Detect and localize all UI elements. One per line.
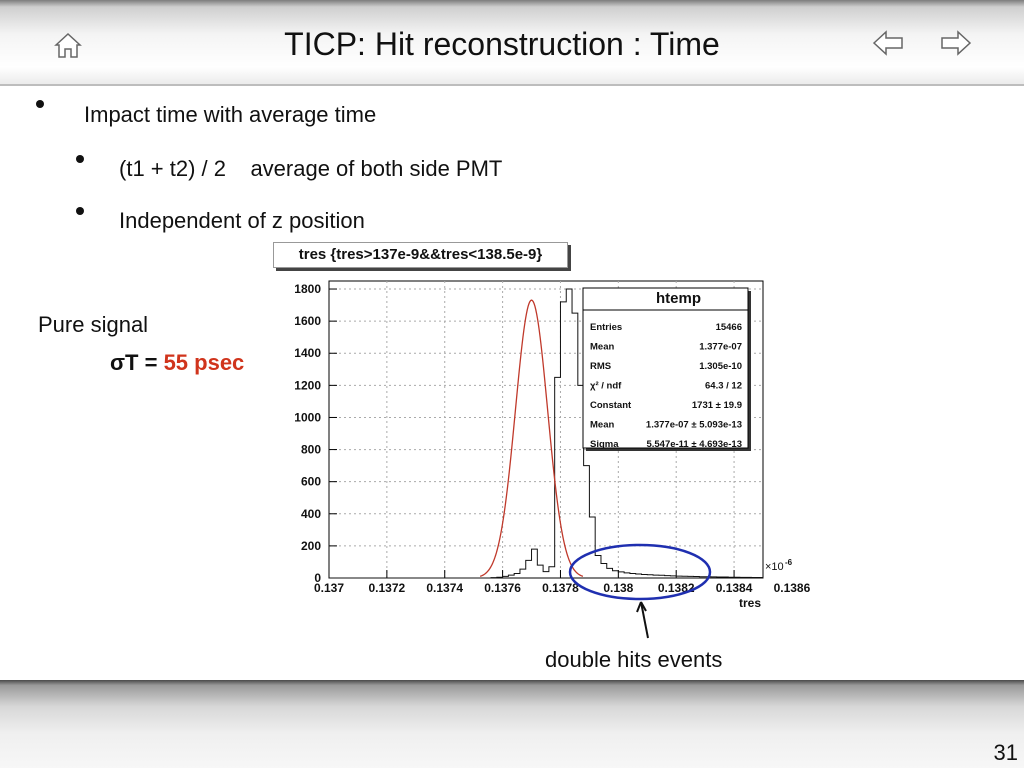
- x-tick-label: 0.1386: [774, 581, 811, 595]
- histogram-title: tres {tres>137e-9&&tres<138.5e-9}: [273, 242, 568, 268]
- x-axis-label: tres: [739, 596, 761, 610]
- y-tick-label: 1600: [294, 314, 321, 328]
- next-arrow-icon[interactable]: [940, 30, 972, 56]
- y-tick-label: 200: [301, 539, 321, 553]
- x-exponent-power: -6: [785, 558, 793, 567]
- bullet-dot: [76, 155, 84, 163]
- stats-row-value: 1.377e-07: [699, 342, 742, 353]
- bullet-dot: [36, 100, 44, 108]
- slide-title: TICP: Hit reconstruction : Time: [284, 26, 720, 62]
- y-tick-label: 800: [301, 443, 321, 457]
- stats-box-title: htemp: [656, 290, 701, 307]
- bullet-dot: [76, 207, 84, 215]
- stats-row-label: χ² / ndf: [590, 381, 622, 392]
- stats-row-label: Entries: [590, 322, 622, 333]
- stats-row-label: Mean: [590, 420, 614, 431]
- footer-bar: 31: [0, 680, 1024, 768]
- histogram-chart: 0 200 400 600 800 1000 1200 1400 1600 1800 0.137 0.…: [294, 280, 811, 610]
- x-tick-label: 0.1378: [542, 581, 579, 595]
- stats-row-label: RMS: [590, 361, 611, 372]
- header-rule: [0, 84, 1024, 86]
- histogram-panel: 0 200 400 600 800 1000 1200 1400 1600 1800 0.137 0.…: [268, 276, 817, 614]
- y-tick-label: 1000: [294, 410, 321, 424]
- gaussian-fit-series: [479, 299, 584, 577]
- pure-signal-label: Pure signal: [38, 312, 149, 337]
- x-tick-label: 0.1384: [716, 581, 753, 595]
- stats-row-label: Sigma: [590, 439, 619, 450]
- bullet-average-formula: (t1 + t2) / 2 average of both side PMT: [119, 156, 503, 181]
- stats-row-value: 1.377e-07 ± 5.093e-13: [646, 420, 742, 431]
- x-tick-label: 0.1374: [426, 581, 463, 595]
- prev-arrow-icon[interactable]: [872, 30, 904, 56]
- bullet-independent-z: Independent of z position: [119, 208, 365, 233]
- stats-row-value: 15466: [716, 322, 742, 333]
- header-bar: TICP: Hit reconstruction : Time: [0, 0, 1024, 86]
- page-number: 31: [993, 740, 1018, 765]
- y-tick-label: 0: [314, 571, 321, 585]
- x-tick-label: 0.1372: [369, 581, 406, 595]
- sigma-value: 55 psec: [163, 350, 245, 375]
- stats-row-label: Mean: [590, 342, 614, 353]
- y-tick-label: 1800: [294, 282, 321, 296]
- x-tick-label: 0.137: [314, 581, 344, 595]
- x-tick-label: 0.1376: [484, 581, 521, 595]
- stats-row-value: 64.3 / 12: [705, 381, 742, 392]
- stats-row-value: 5.547e-11 ± 4.693e-13: [646, 439, 742, 450]
- stats-row-value: 1731 ± 19.9: [692, 400, 742, 411]
- double-hits-label: double hits events: [545, 647, 723, 672]
- bullet-impact-time: Impact time with average time: [84, 102, 377, 127]
- x-tick-label: 0.1382: [658, 581, 695, 595]
- x-tick-label: 0.138: [603, 581, 633, 595]
- x-exponent-label: ×10: [765, 561, 784, 573]
- stats-box: [582, 287, 749, 449]
- stats-row-label: Constant: [590, 400, 632, 411]
- home-icon[interactable]: [52, 30, 84, 60]
- y-tick-label: 600: [301, 475, 321, 489]
- y-tick-label: 1200: [294, 378, 321, 392]
- y-tick-label: 400: [301, 507, 321, 521]
- sigma-result: σT = 55 psec: [110, 350, 244, 376]
- stats-row-value: 1.305e-10: [699, 361, 742, 372]
- sigma-label: σT =: [110, 350, 164, 375]
- y-tick-label: 1400: [294, 346, 321, 360]
